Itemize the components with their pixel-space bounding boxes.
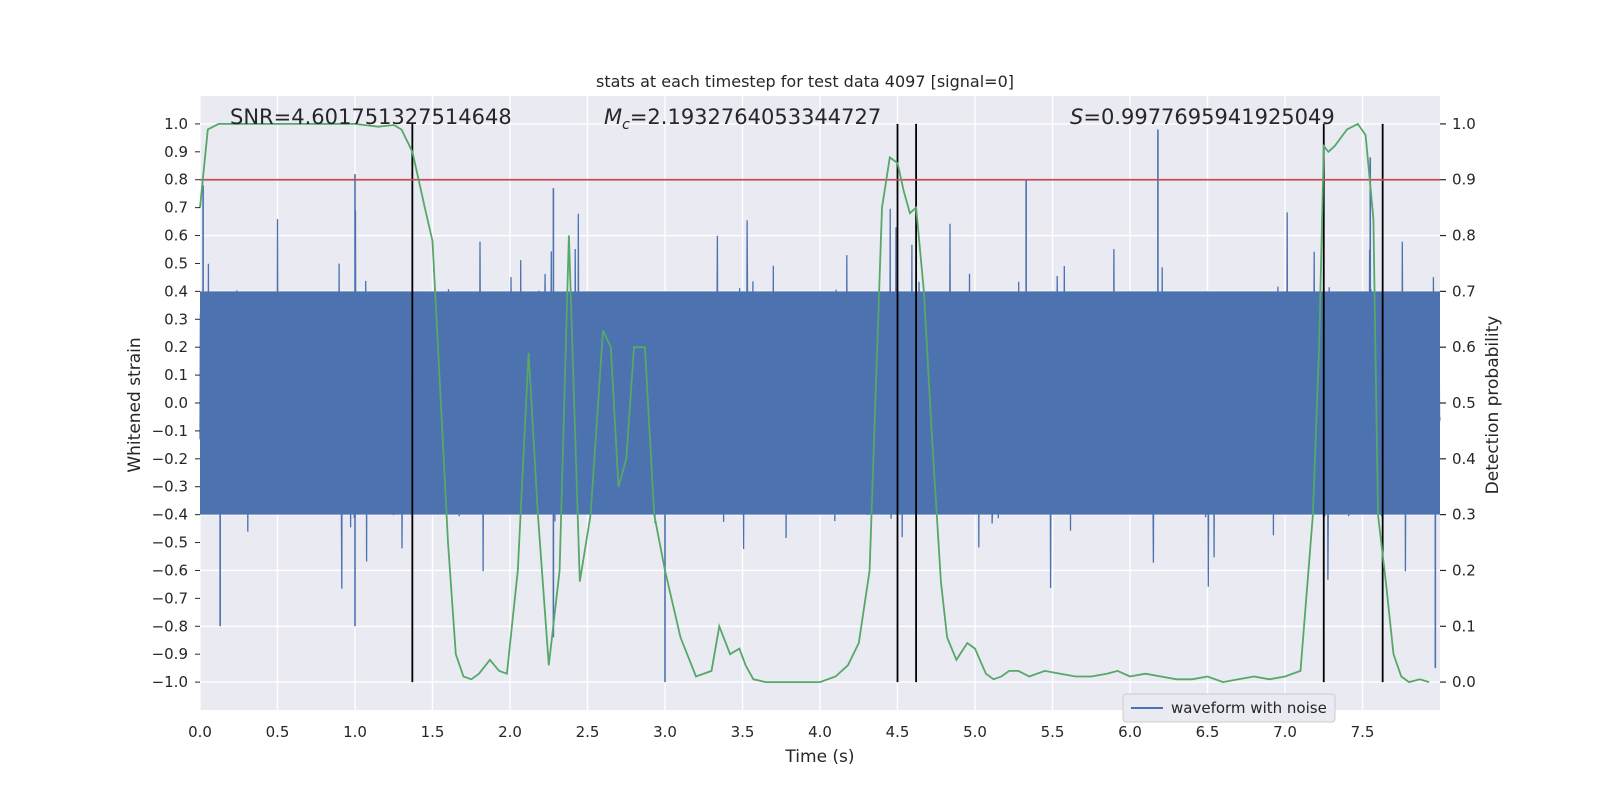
chirp-mass-symbol: M: [604, 105, 622, 129]
y-tick-label-left: −0.1: [152, 422, 188, 440]
x-tick-label: 6.0: [1118, 723, 1142, 741]
x-tick-label: 1.5: [421, 723, 445, 741]
score-value: =0.9977695941925049: [1083, 105, 1334, 129]
x-tick-label: 3.5: [731, 723, 755, 741]
y-tick-label-left: 1.0: [164, 115, 188, 133]
snr-annotation: SNR=4.601751327514648: [230, 105, 512, 129]
probability-line: [199, 122, 1430, 684]
y-tick-label-left: 0.4: [164, 282, 188, 300]
y-tick-label-right: 0.4: [1452, 450, 1476, 468]
y-tick-label-left: −0.4: [152, 506, 188, 524]
y-tick-label-right: 0.1: [1452, 617, 1476, 635]
x-tick-label: 3.0: [653, 723, 677, 741]
x-tick-label: 6.5: [1196, 723, 1220, 741]
y-tick-label-left: 0.7: [164, 199, 188, 217]
probability-series: [199, 122, 1430, 684]
x-tick-label: 7.5: [1351, 723, 1375, 741]
y-axis-label-left: Whitened strain: [125, 337, 145, 472]
y-tick-label-left: 0.5: [164, 254, 188, 272]
y-tick-label-left: −1.0: [152, 673, 188, 691]
y-tick-label-left: −0.9: [152, 645, 188, 663]
x-tick-label: 4.0: [808, 723, 832, 741]
y-tick-label-left: 0.0: [164, 394, 188, 412]
y-tick-label-right: 0.2: [1452, 561, 1476, 579]
waveform-trace: [199, 208, 1441, 589]
y-tick-label-left: −0.5: [152, 534, 188, 552]
x-tick-label: 2.5: [576, 723, 600, 741]
score-symbol: S: [1070, 105, 1083, 129]
y-tick-label-right: 0.8: [1452, 227, 1476, 245]
chirp-mass-annotation: Mc=2.1932764053344727: [604, 105, 881, 133]
y-tick-label-left: −0.2: [152, 450, 188, 468]
x-tick-labels: 0.0 0.5 1.0 1.5 2.0 2.5 3.0 3.5 4.0 4.5 5.0 5.5 6.0 6…: [188, 723, 1374, 741]
y-tick-label-left: 0.1: [164, 366, 188, 384]
event-markers: [411, 123, 1384, 683]
legend-box: [1122, 693, 1336, 723]
waveform-series: [199, 129, 1441, 683]
chirp-mass-value: =2.1932764053344727: [630, 105, 881, 129]
y-tick-labels-left: 1.0 0.9 0.8 0.7 0.6 0.5 0.4 0.3 0.2 0.1 0.0 −0.1 −0.…: [152, 115, 200, 691]
y-tick-label-left: −0.3: [152, 478, 188, 496]
score-annotation: S=0.9977695941925049: [1070, 105, 1335, 129]
legend-label-waveform: waveform with noise: [1171, 699, 1327, 717]
x-tick-label: 0.0: [188, 723, 212, 741]
y-tick-label-left: −0.8: [152, 617, 188, 635]
y-tick-label-right: 0.3: [1452, 506, 1476, 524]
legend: waveform with noise: [1122, 693, 1336, 723]
y-tick-label-left: −0.6: [152, 561, 188, 579]
y-tick-label-right: 0.9: [1452, 171, 1476, 189]
y-tick-label-right: 0.5: [1452, 394, 1476, 412]
x-tick-label: 5.5: [1041, 723, 1065, 741]
x-tick-label: 1.0: [343, 723, 367, 741]
chart-title: stats at each timestep for test data 409…: [596, 72, 1014, 91]
y-tick-label-right: 0.7: [1452, 282, 1476, 300]
y-tick-label-left: −0.7: [152, 589, 188, 607]
x-tick-label: 4.5: [886, 723, 910, 741]
y-tick-label-left: 0.3: [164, 310, 188, 328]
y-axis-label-right: Detection probability: [1483, 316, 1503, 495]
x-tick-label: 7.0: [1273, 723, 1297, 741]
chirp-mass-subscript: c: [622, 117, 630, 133]
y-tick-label-left: 0.2: [164, 338, 188, 356]
y-tick-label-left: 0.6: [164, 227, 188, 245]
x-tick-label: 0.5: [266, 723, 290, 741]
y-tick-label-right: 1.0: [1452, 115, 1476, 133]
y-tick-label-right: 0.0: [1452, 673, 1476, 691]
x-tick-label: 2.0: [498, 723, 522, 741]
x-axis-label: Time (s): [784, 747, 854, 767]
x-tick-label: 5.0: [963, 723, 987, 741]
y-tick-label-left: 0.8: [164, 171, 188, 189]
y-tick-label-right: 0.6: [1452, 338, 1476, 356]
y-tick-label-left: 0.9: [164, 143, 188, 161]
y-tick-labels-right: 1.0 0.9 0.8 0.7 0.6 0.5 0.4 0.3 0.2 0.1 0.0: [1440, 115, 1476, 691]
